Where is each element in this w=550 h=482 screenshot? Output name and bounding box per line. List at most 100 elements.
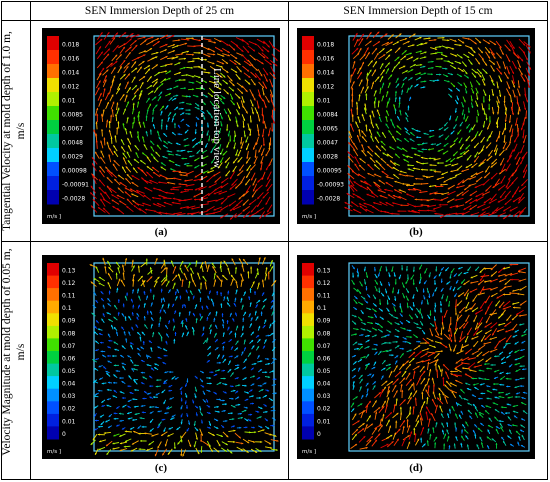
flow-arrowhead [270,398,273,401]
flow-arrowhead [186,414,189,417]
flow-arrowhead [115,54,118,57]
flow-arrowhead [512,46,515,49]
flow-arrowhead [193,179,196,182]
flow-arrowhead [175,296,178,299]
flow-arrowhead [97,328,100,331]
flow-arrowhead [449,177,452,180]
flow-arrowhead [189,444,192,447]
flow-arrowhead [518,65,521,68]
flow-arrowhead [250,389,253,392]
flow-arrowhead [437,149,440,152]
flow-arrowhead [246,419,249,422]
flow-arrowhead [99,73,102,76]
flow-arrowhead [374,48,377,51]
flow-arrowhead [371,316,374,319]
flow-arrowhead [261,85,264,88]
flow-arrowhead [506,187,509,190]
flow-arrowhead [385,350,388,352]
flow-arrowhead [476,97,479,100]
flow-arrowhead [235,289,238,292]
flow-arrowhead [427,348,430,351]
flow-arrowhead [133,76,136,79]
column-header-15cm: SEN Immersion Depth of 15 cm [343,5,493,17]
flow-arrowhead [251,340,254,343]
flow-arrowhead [478,322,481,325]
flow-arrowhead [374,136,377,139]
flow-arrowhead [125,338,128,341]
flow-arrowhead [353,181,356,184]
flow-arrowhead [269,62,272,65]
flow-arrowhead [160,336,163,339]
flow-arrowhead [208,426,211,429]
flow-arrowhead [413,64,416,67]
flow-arrowhead [381,75,384,79]
flow-arrowhead [139,66,142,69]
flow-arrowhead [257,300,261,303]
flow-arrowhead [249,323,252,326]
flow-arrowhead [192,295,195,298]
flow-arrowhead [436,369,439,372]
colorbar-tick-label: 0.00098 [62,168,87,175]
flow-arrowhead [416,136,419,139]
flow-arrowhead [488,51,490,54]
flow-arrowhead [140,346,143,349]
colorbar-swatch [47,363,59,377]
flow-arrowhead [513,149,516,152]
flow-arrowhead [125,440,128,442]
flow-arrowhead [267,134,270,137]
flow-arrowhead [265,202,268,205]
flow-arrowhead [154,406,157,409]
flow-arrowhead [181,320,184,323]
flow-arrowhead [99,415,103,418]
flow-arrowhead [134,40,137,43]
flow-arrowhead [464,309,467,312]
colorbar-swatch [47,300,59,314]
flow-arrowhead [376,52,379,56]
flow-arrowhead [352,275,355,278]
flow-arrowhead [467,37,471,40]
flow-arrowhead [484,175,487,178]
flow-arrowhead [482,125,485,128]
flow-arrowhead [149,375,152,378]
flow-arrowhead [155,81,158,84]
flow-arrowhead [387,62,390,65]
flow-arrowhead [137,167,140,170]
flow-arrowhead [516,162,519,165]
flow-arrowhead [497,112,500,115]
flow-arrowhead [127,101,129,104]
flow-arrowhead [165,43,168,46]
flow-arrowhead [235,266,238,269]
flow-arrowhead [415,335,418,338]
flow-arrowhead [240,181,243,184]
flow-arrowhead [488,154,491,157]
flow-arrowhead [441,368,444,371]
flow-arrowhead [127,385,130,388]
flow-arrowhead [240,142,243,145]
flow-arrowhead [112,206,115,209]
flow-arrowhead [238,62,241,65]
flow-arrowhead [222,319,225,322]
flow-arrowhead [219,261,222,264]
flow-arrowhead [148,443,151,446]
flow-arrowhead [217,450,220,453]
flow-arrowhead [488,108,491,111]
flow-arrowhead [209,38,212,41]
flow-arrowhead [490,363,493,366]
flow-arrowhead [397,345,400,348]
flow-arrowhead [269,323,272,326]
flow-arrowhead [117,267,120,270]
flow-arrowhead [407,168,410,171]
flow-arrowhead [238,77,241,80]
flow-arrowhead [519,288,522,291]
flow-arrowhead [273,320,276,323]
flow-arrowhead [206,180,209,183]
flow-arrowhead [121,313,124,316]
flow-arrowhead [225,420,228,423]
flow-arrowhead [101,404,104,407]
flow-arrowhead [268,362,271,365]
flow-arrowhead [429,192,432,195]
flow-arrowhead [245,140,248,143]
flow-arrowhead [198,39,201,42]
flow-arrowhead [198,76,201,79]
flow-arrowhead [176,94,179,97]
